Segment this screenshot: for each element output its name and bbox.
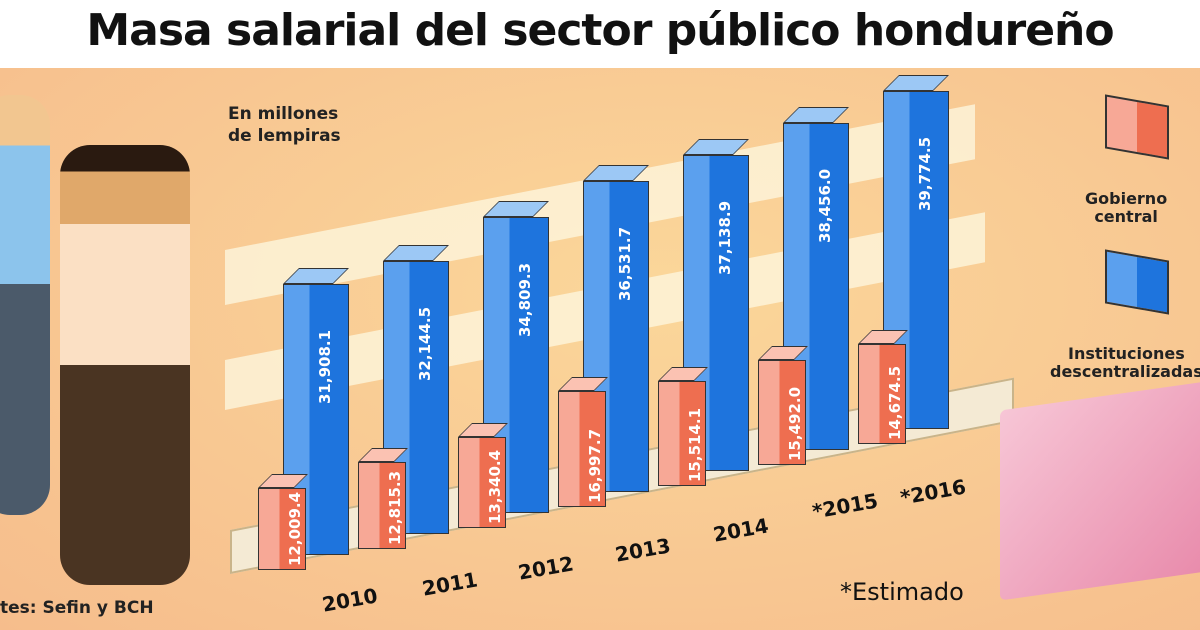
legend-inst-line2: descentralizadas [1050, 362, 1200, 381]
legend-gobierno-line1: Gobierno [1085, 189, 1168, 208]
legend-gobierno-line2: central [1094, 207, 1158, 226]
bar-gobierno-*2015 [758, 359, 806, 465]
legend-swatch-instituciones [1105, 249, 1169, 315]
data-label-gobierno: 13,340.4 [486, 449, 504, 524]
bar-gobierno-2014 [658, 380, 706, 486]
legend-label-instituciones: Instituciones descentralizadas [1050, 345, 1200, 381]
unit-label: En millones de lempiras [228, 103, 341, 147]
data-label-instituciones: 34,809.3 [516, 263, 534, 338]
bar-gobierno-2010 [258, 488, 306, 570]
note-estimado: *Estimado [840, 578, 964, 606]
data-label-gobierno: 16,997.7 [586, 428, 604, 503]
data-label-instituciones: 39,774.5 [916, 136, 934, 211]
data-label-gobierno: 14,674.5 [886, 365, 904, 440]
bar-gobierno-2013 [558, 391, 606, 507]
data-label-instituciones: 37,138.9 [716, 201, 734, 276]
data-label-instituciones: 38,456.0 [816, 169, 834, 244]
unit-label-line2: de lempiras [228, 126, 341, 146]
banknote-illustration [1000, 379, 1200, 601]
bar-gobierno-2011 [358, 461, 406, 549]
legend-swatch-gobierno [1105, 94, 1169, 160]
illustration-man-right [60, 145, 190, 585]
illustration-man-left [0, 95, 50, 515]
chart-title: Masa salarial del sector público hondure… [0, 0, 1200, 68]
data-label-instituciones: 36,531.7 [616, 227, 634, 302]
data-label-instituciones: 32,144.5 [416, 306, 434, 381]
bar-gobierno-*2016 [858, 344, 906, 444]
legend-inst-line1: Instituciones [1067, 344, 1185, 363]
data-label-gobierno: 12,009.4 [286, 491, 304, 566]
bar-gobierno-2012 [458, 437, 506, 528]
source-note: tes: Sefin y BCH [0, 598, 154, 618]
legend-label-gobierno: Gobierno central [1085, 190, 1167, 226]
data-label-instituciones: 31,908.1 [316, 329, 334, 404]
data-label-gobierno: 15,514.1 [686, 407, 704, 482]
unit-label-line1: En millones [228, 104, 339, 124]
data-label-gobierno: 12,815.3 [386, 470, 404, 545]
data-label-gobierno: 15,492.0 [786, 386, 804, 461]
